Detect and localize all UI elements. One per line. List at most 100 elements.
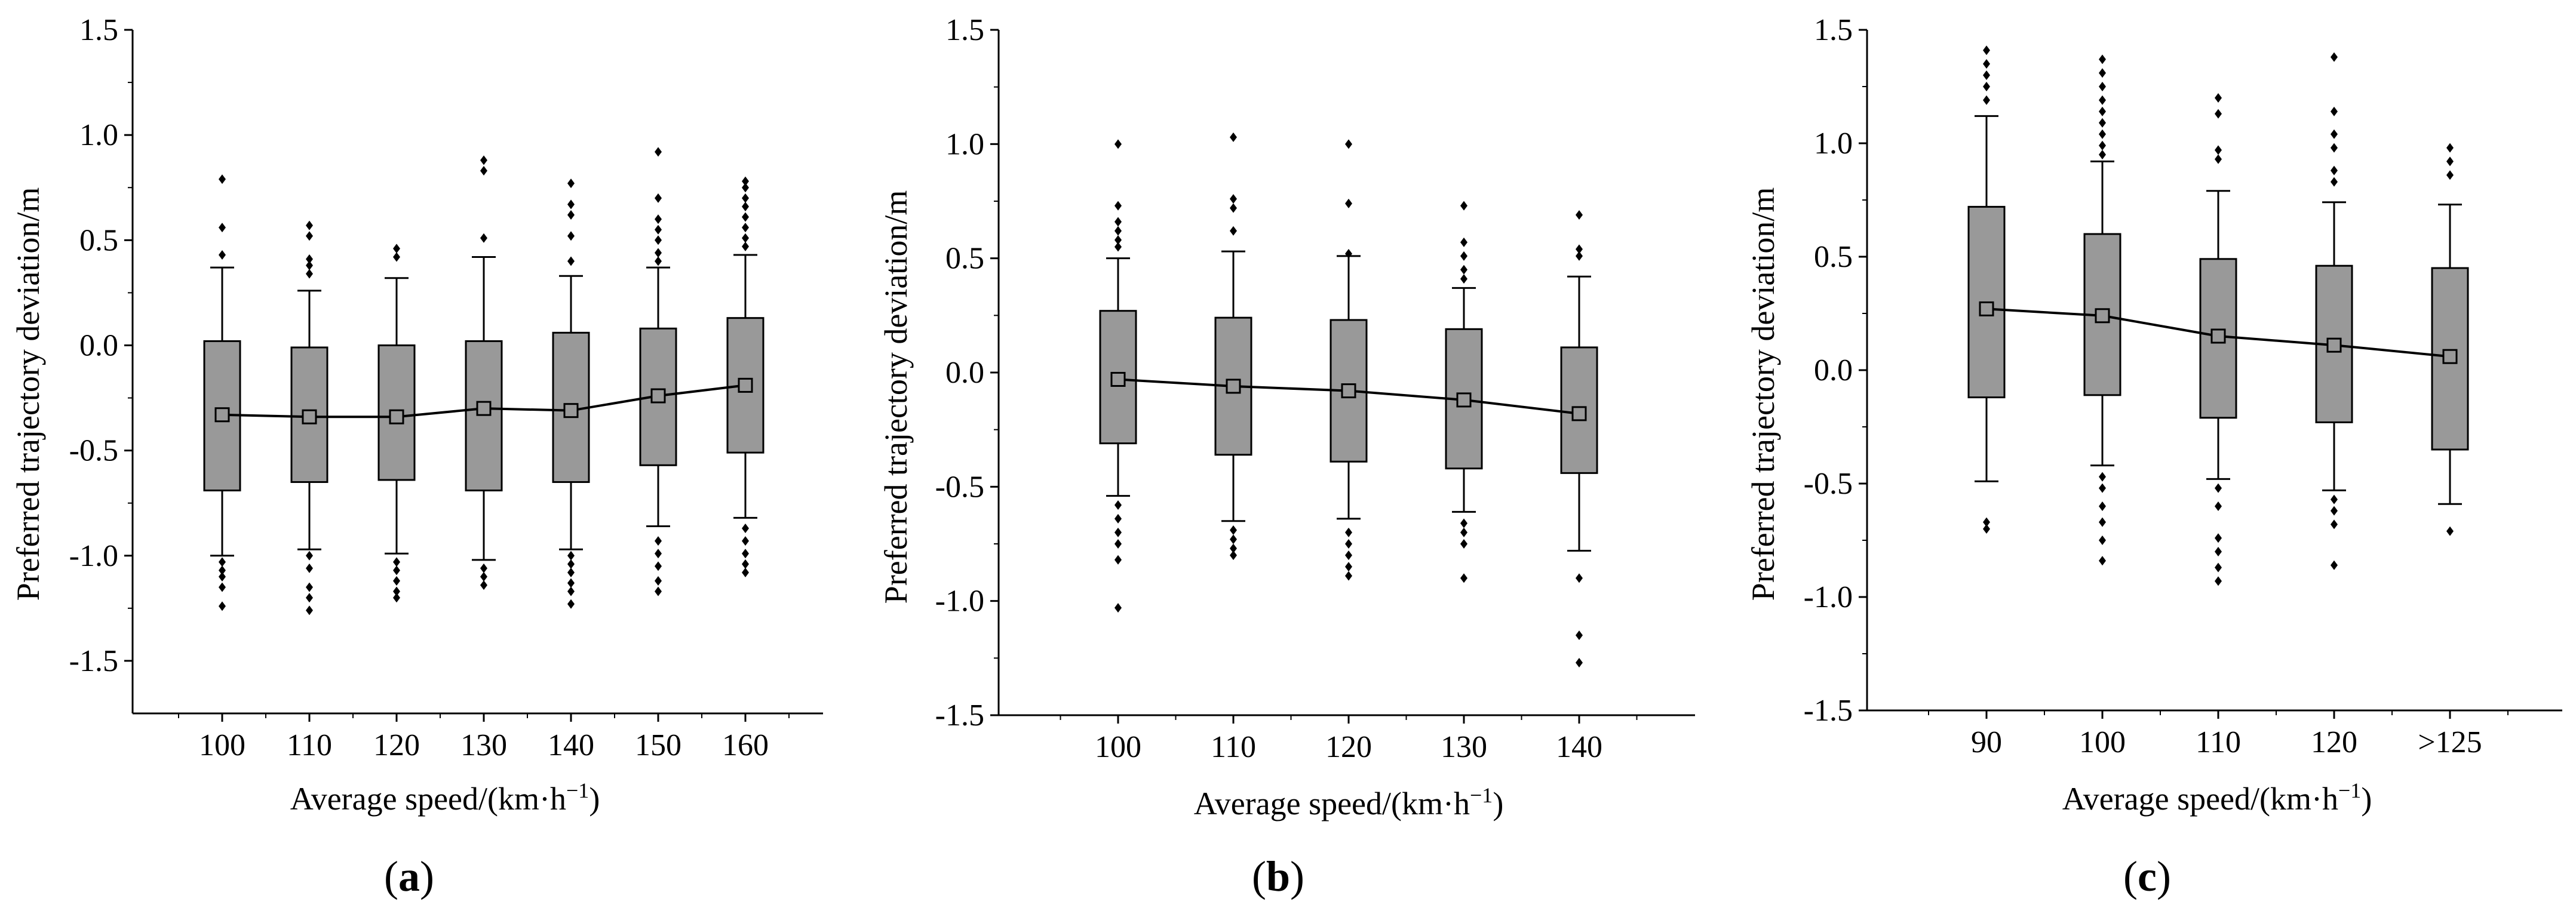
outlier-point — [2446, 156, 2454, 167]
chart-c-xtick-label: 120 — [2311, 725, 2357, 759]
chart-b-ytick-label: -1.0 — [935, 584, 984, 618]
outlier-point — [567, 256, 575, 266]
chart-c-box-110 — [2199, 93, 2237, 586]
outlier-point — [1345, 539, 1352, 549]
outlier-point — [219, 557, 226, 567]
outlier-point — [306, 593, 313, 603]
outlier-point — [219, 250, 226, 260]
outlier-point — [567, 199, 575, 210]
outlier-point — [1983, 524, 1990, 534]
outlier-point — [1983, 70, 1990, 80]
outlier-point — [1345, 249, 1352, 259]
outlier-point — [1576, 573, 1583, 583]
chart-b-ytick-label: -1.5 — [935, 698, 984, 733]
chart-b-mean-marker — [1456, 392, 1472, 408]
chart-a-ytick-label: -0.5 — [69, 434, 118, 468]
chart-c-ytick-label: 1.0 — [1814, 127, 1853, 161]
outlier-point — [1460, 264, 1467, 275]
outlier-point — [2215, 483, 2222, 493]
outlier-point — [1983, 45, 1990, 56]
chart-b-box-100 — [1099, 139, 1137, 613]
outlier-point — [2099, 517, 2106, 527]
outlier-point — [1230, 550, 1237, 561]
outlier-point — [2215, 501, 2222, 511]
chart-a-panel-label: (a) — [384, 853, 434, 900]
outlier-point — [2099, 82, 2106, 91]
chart-b-xlabel: Average speed/(km·h−1) — [1194, 783, 1504, 821]
chart-a-xtick-label: 110 — [287, 728, 332, 762]
outlier-point — [2215, 154, 2222, 164]
chart-a-xtick-label: 160 — [722, 728, 769, 762]
chart-b-ytick-label: 1.5 — [945, 13, 984, 47]
outlier-point — [393, 593, 400, 603]
box-iqr — [1099, 310, 1137, 445]
chart-a-box-150 — [639, 147, 677, 596]
chart-c-box->125 — [2431, 143, 2469, 536]
outlier-point — [655, 536, 662, 546]
chart-b-xtick-label: 110 — [1211, 730, 1256, 764]
chart-a-mean-marker — [389, 409, 404, 424]
outlier-point — [2099, 501, 2106, 511]
outlier-point — [393, 576, 400, 586]
outlier-point — [2099, 140, 2106, 150]
outlier-point — [1576, 630, 1583, 641]
outlier-point — [306, 563, 313, 573]
chart-b-ytick-label: 0.0 — [945, 356, 984, 390]
outlier-point — [393, 586, 400, 596]
outlier-point — [393, 565, 400, 576]
outlier-point — [1345, 562, 1352, 572]
outlier-point — [1230, 203, 1237, 213]
outlier-point — [1230, 543, 1237, 553]
chart-a-ytick-label: 0.0 — [79, 328, 118, 362]
outlier-point — [742, 559, 749, 569]
chart-c-ytick-label: 1.5 — [1814, 13, 1853, 47]
chart-c-mean-marker — [2095, 308, 2110, 324]
outlier-point — [1114, 539, 1122, 549]
outlier-point — [219, 572, 226, 581]
outlier-point — [1345, 527, 1352, 537]
chart-a-mean-marker — [476, 401, 492, 416]
outlier-point — [2331, 519, 2338, 530]
chart-a-mean-marker — [302, 409, 317, 424]
outlier-point — [306, 582, 313, 592]
outlier-point — [742, 536, 749, 546]
outlier-point — [393, 244, 400, 254]
chart-a-box-130 — [465, 155, 503, 590]
outlier-point — [2215, 547, 2222, 556]
outlier-point — [742, 223, 749, 233]
outlier-point — [567, 179, 575, 189]
outlier-point — [742, 183, 749, 193]
chart-a-mean-marker — [563, 403, 579, 418]
outlier-point — [1345, 550, 1352, 561]
outlier-point — [1460, 274, 1467, 284]
outlier-point — [480, 563, 487, 573]
outlier-point — [1576, 657, 1583, 667]
outlier-point — [219, 601, 226, 611]
outlier-point — [2215, 93, 2222, 103]
outlier-point — [742, 201, 749, 211]
outlier-point — [1114, 500, 1122, 510]
outlier-point — [1114, 603, 1122, 613]
chart-a-mean-marker — [214, 407, 230, 423]
chart-c-mean-marker — [2210, 328, 2226, 344]
outlier-point — [655, 235, 662, 245]
chart-b-ytick-label: 1.0 — [945, 127, 984, 161]
outlier-point — [2331, 506, 2338, 516]
outlier-point — [2099, 556, 2106, 566]
chart-b-xtick-label: 100 — [1095, 730, 1141, 764]
outlier-point — [655, 224, 662, 235]
chart-c-ylabel: Preferred trajectory deviation/m — [1745, 187, 1781, 601]
outlier-point — [567, 578, 575, 588]
chart-a-xtick-label: 100 — [199, 728, 245, 762]
outlier-point — [480, 166, 487, 176]
outlier-point — [2099, 106, 2106, 116]
outlier-point — [567, 599, 575, 609]
outlier-point — [1230, 534, 1237, 544]
chart-a-xtick-label: 150 — [635, 728, 681, 762]
outlier-point — [393, 557, 400, 567]
outlier-point — [2331, 165, 2338, 176]
outlier-point — [567, 559, 575, 569]
chart-b-xtick-label: 140 — [1556, 730, 1602, 764]
outlier-point — [2099, 472, 2106, 482]
